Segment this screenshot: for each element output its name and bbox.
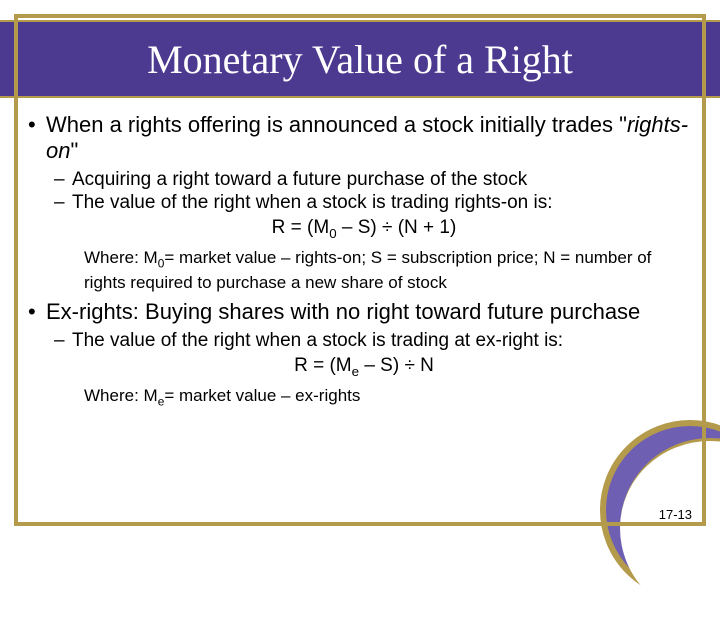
bullet-2-sub-1-text: The value of the right when a stock is t… [72,329,700,352]
bullet-1-sub-2-text: The value of the right when a stock is t… [72,191,700,214]
bullet-1: • When a rights offering is announced a … [28,112,700,164]
slide-body: • When a rights offering is announced a … [28,112,700,417]
bullet-dash: – [54,168,72,191]
page-number: 17-13 [659,507,692,522]
where-rights-on: Where: M0= market value – rights-on; S =… [84,248,680,293]
bullet-dash: – [54,329,72,352]
where-ex-rights: Where: Me= market value – ex-rights [84,386,680,411]
formula-rights-on: R = (M0 – S) ÷ (N + 1) [28,216,700,246]
bullet-dot: • [28,112,46,164]
bullet-dash: – [54,191,72,214]
bullet-2-text: Ex-rights: Buying shares with no right t… [46,299,700,325]
bullet-1-text: When a rights offering is announced a st… [46,112,700,164]
bullet-2-sub-1: – The value of the right when a stock is… [54,329,700,352]
bullet-1-sub-2: – The value of the right when a stock is… [54,191,700,214]
bullet-1-sub-1: – Acquiring a right toward a future purc… [54,168,700,191]
bullet-2: • Ex-rights: Buying shares with no right… [28,299,700,325]
formula-ex-rights: R = (Me – S) ÷ N [28,354,700,384]
bullet-1-sub-1-text: Acquiring a right toward a future purcha… [72,168,700,191]
bullet-dot: • [28,299,46,325]
title-band: Monetary Value of a Right [0,20,720,98]
slide-title: Monetary Value of a Right [147,36,573,83]
